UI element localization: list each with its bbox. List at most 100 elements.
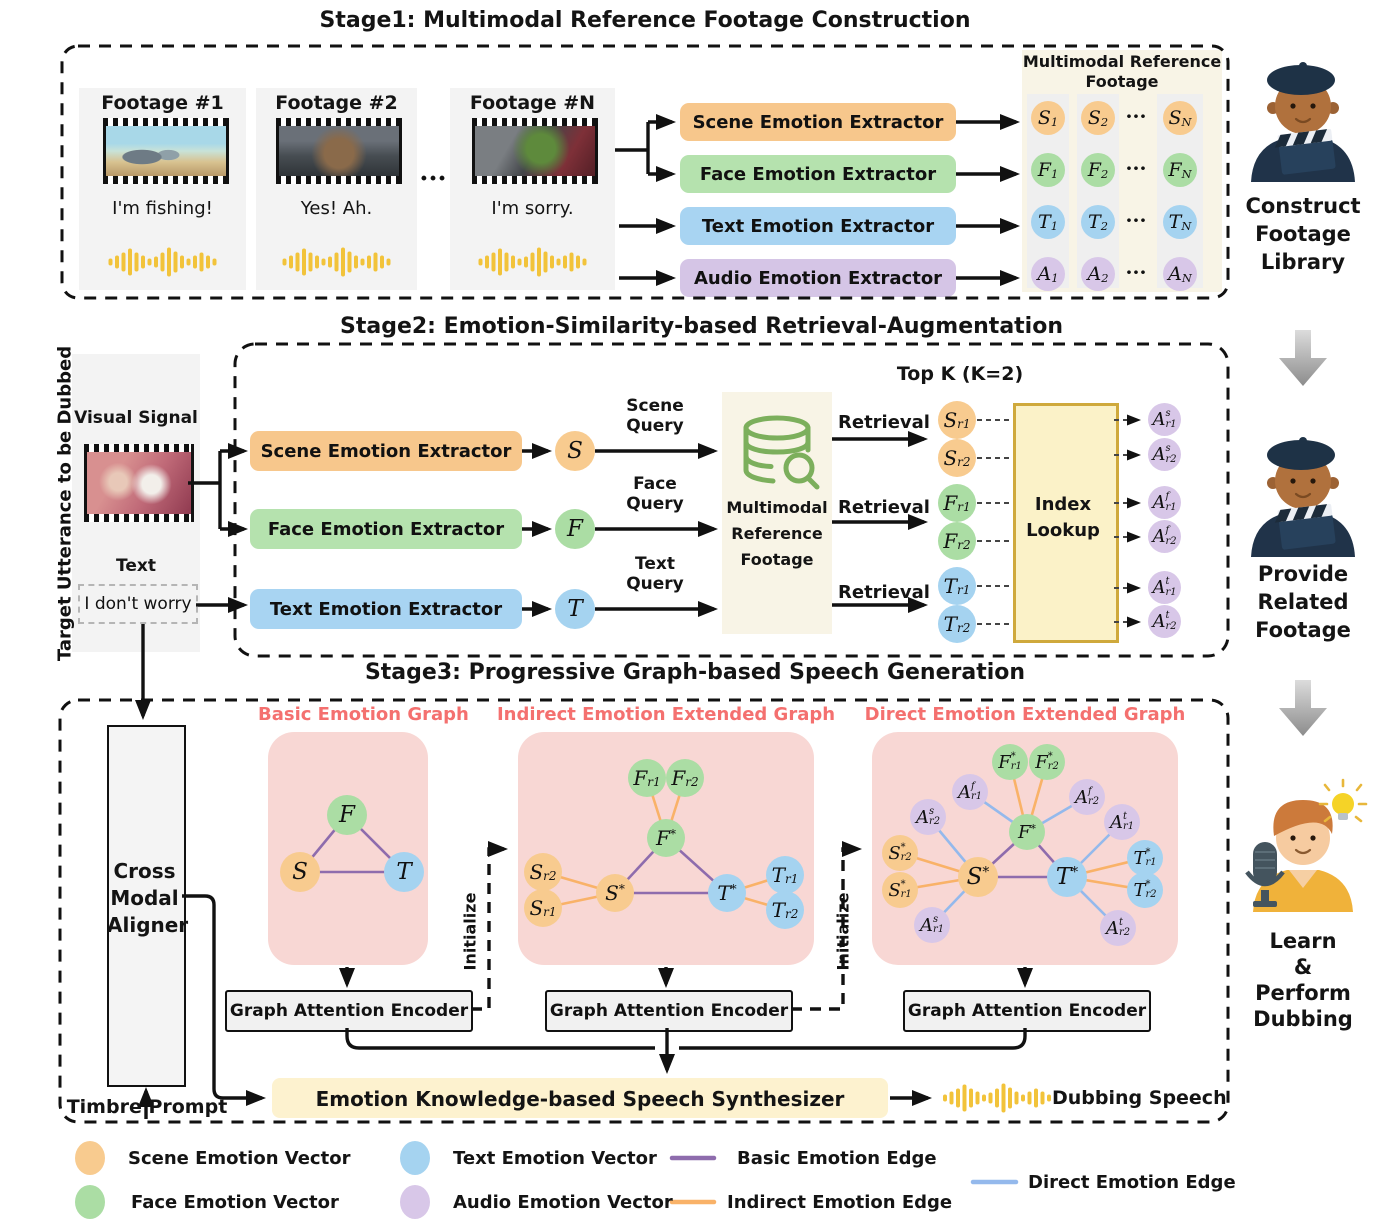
target-utterance-side-label: Target Utterance to be Dubbed <box>54 345 76 662</box>
stage1-title: Stage1: Multimodal Reference Footage Con… <box>319 8 971 33</box>
multimodal-reference-db-panel <box>722 392 832 634</box>
graph3-node: F * r1 <box>992 744 1028 780</box>
scene-vector-legend-swatch <box>75 1141 105 1175</box>
text-query-label: Text Query <box>626 554 684 594</box>
legend-basic-edge-label: Basic Emotion Edge <box>737 1148 937 1169</box>
graph2-node: S * <box>596 874 634 912</box>
text-input-value: I don't worry <box>78 584 198 624</box>
basic-emotion-graph-box <box>268 732 428 965</box>
row-ellipsis: ··· <box>1125 104 1147 128</box>
visual-signal-label: Visual Signal <box>74 408 198 428</box>
db-label-line3: Footage <box>740 550 814 569</box>
speech-synthesizer-box <box>272 1078 888 1118</box>
workflow-down-arrow <box>1279 330 1327 736</box>
target-visual-thumbnail <box>84 444 194 522</box>
legend-indirect-edge-label: Indirect Emotion Edge <box>727 1192 953 1213</box>
footage-1-title: Footage #1 <box>101 92 224 114</box>
graph-attention-encoder-1: Graph Attention Encoder <box>225 990 473 1032</box>
role-dubbing-label: Learn & Perform Dubbing <box>1253 929 1353 1031</box>
text-vector-legend-swatch <box>400 1141 430 1175</box>
footage-n-thumbnail <box>472 118 598 184</box>
film-sprocket <box>279 176 399 184</box>
cross-modal-aligner-label: Cross Modal Aligner <box>107 859 189 937</box>
film-sprocket <box>106 118 226 126</box>
film-sprocket <box>106 176 226 184</box>
footage-2-caption: Yes! Ah. <box>300 198 373 219</box>
row-ellipsis: ··· <box>1125 156 1147 180</box>
role-provide-label: Provide Related Footage <box>1255 562 1351 642</box>
film-frame <box>106 126 226 176</box>
film-frame <box>475 126 595 176</box>
film-sprocket <box>279 118 399 126</box>
footage-n-caption: I'm sorry. <box>491 198 574 219</box>
retrieval-label: Retrieval <box>838 582 930 603</box>
legend-text-label: Text Emotion Vector <box>453 1148 657 1169</box>
synthesizer-label: Emotion Knowledge-based Speech Synthesiz… <box>315 1087 845 1111</box>
direct-graph-title: Direct Emotion Extended Graph <box>864 704 1186 725</box>
audio-emotion-extractor-box: Audio Emotion Extractor <box>680 259 956 297</box>
graph3-node: T * r2 <box>1127 872 1163 908</box>
film-frame <box>87 452 191 514</box>
stage1-arrows <box>615 114 1020 286</box>
footage-n-title: Footage #N <box>469 92 596 114</box>
stage2-title: Stage2: Emotion-Similarity-based Retriev… <box>340 314 1063 339</box>
text-emotion-extractor-box: Text Emotion Extractor <box>250 589 522 629</box>
scene-feature-node: S <box>555 431 595 471</box>
graph1-text-node: T <box>384 852 424 892</box>
audio-vector-legend-swatch <box>400 1185 430 1219</box>
face-query-label: Face Query <box>626 474 684 514</box>
text-emotion-extractor-box: Text Emotion Extractor <box>680 207 956 245</box>
scene-query-label: Scene Query <box>626 396 684 436</box>
text-feature-node: T <box>555 589 595 629</box>
graph1-scene-node: S <box>280 852 320 892</box>
db-label-line1: Multimodal <box>726 498 828 517</box>
role-construct-label: Construct Footage Library <box>1245 194 1361 274</box>
timbre-prompt-label: Timbre Prompt <box>66 1096 228 1118</box>
legend-scene-label: Scene Emotion Vector <box>128 1148 351 1169</box>
dubbing-speech-label: Dubbing Speech <box>1052 1087 1227 1109</box>
row-ellipsis: ··· <box>1125 208 1147 232</box>
stage-borders <box>58 44 1230 1124</box>
basic-graph-title: Basic Emotion Graph <box>258 704 469 725</box>
stage2-arrows <box>135 431 928 720</box>
index-lookup-line2: Lookup <box>1026 520 1100 541</box>
film-sprocket <box>87 514 191 522</box>
footage-1-caption: I'm fishing! <box>112 198 213 219</box>
topk-label: Top K (K=2) <box>896 363 1024 385</box>
graph3-node: F * r2 <box>1029 744 1065 780</box>
graph3-node: S * r1 <box>882 872 918 908</box>
database-search-icon <box>743 415 820 490</box>
row-ellipsis: ··· <box>1125 260 1147 284</box>
film-sprocket <box>475 118 595 126</box>
graph2-node: T * <box>708 874 746 912</box>
legend-edge-samples <box>669 1155 1019 1205</box>
scene-emotion-extractor-box: Scene Emotion Extractor <box>680 103 956 141</box>
db-label-line2: Reference <box>731 524 823 543</box>
face-feature-node: F <box>555 509 595 549</box>
